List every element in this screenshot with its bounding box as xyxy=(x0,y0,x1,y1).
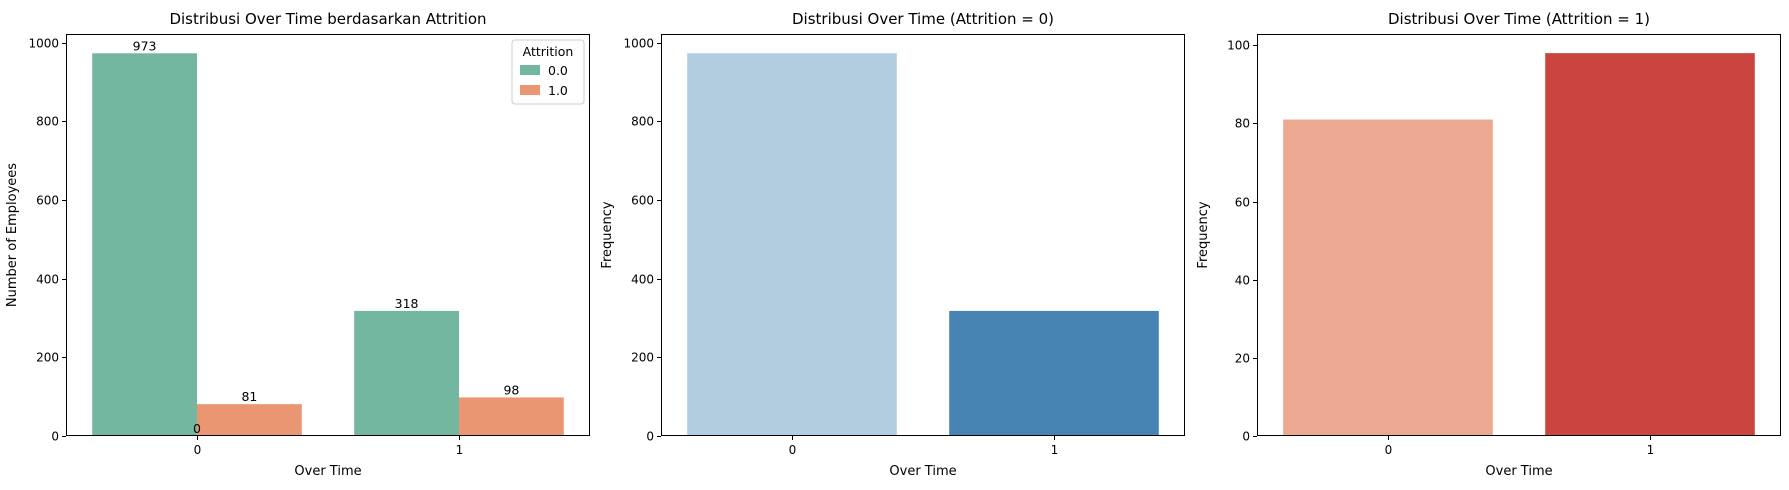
bar-0-0-0 xyxy=(92,53,197,436)
y-tick-label: 400 xyxy=(631,273,654,287)
y-tick-label: 800 xyxy=(36,115,59,129)
y-tick-label: 1000 xyxy=(623,37,654,51)
legend: Attrition 0.0 1.0 xyxy=(511,39,585,105)
y-tick-label: 40 xyxy=(1235,274,1250,288)
x-axis-label: Over Time xyxy=(889,464,956,479)
y-tick-label: 800 xyxy=(631,115,654,129)
y-axis-label: Frequency xyxy=(1196,201,1211,268)
data-label: 81 xyxy=(241,389,257,404)
x-axis-label: Over Time xyxy=(1485,464,1552,479)
bar-1 xyxy=(949,310,1159,436)
y-tick-label: 600 xyxy=(36,194,59,208)
data-label: 98 xyxy=(503,382,519,397)
chart-title: Distribusi Over Time (Attrition = 0) xyxy=(792,10,1054,28)
y-tick-label: 0 xyxy=(51,430,59,444)
chart-panel-2: 0 200 400 600 800 1000 0 1 Distribusi Over Time … xyxy=(600,10,1185,479)
y-tick-label: 600 xyxy=(631,194,654,208)
bar-1-0-0 xyxy=(197,404,302,436)
bar-0-0-1 xyxy=(354,310,459,436)
y-tick-label: 200 xyxy=(36,351,59,365)
legend-label: 0.0 xyxy=(548,63,568,78)
bar-1-0-1 xyxy=(459,397,564,436)
chart-title: Distribusi Over Time (Attrition = 1) xyxy=(1388,10,1650,28)
y-tick-label: 80 xyxy=(1235,117,1250,131)
x-axis-label: Over Time xyxy=(294,464,361,479)
legend-title: Attrition xyxy=(523,44,574,59)
y-tick-label: 60 xyxy=(1235,196,1250,210)
y-tick-label: 400 xyxy=(36,273,59,287)
legend-swatch xyxy=(520,65,540,75)
data-label: 318 xyxy=(395,296,419,311)
y-tick-label: 100 xyxy=(1227,39,1250,53)
y-tick-label: 0 xyxy=(646,430,654,444)
data-label: 973 xyxy=(133,38,157,53)
y-axis-label: Frequency xyxy=(600,201,615,268)
data-label: 0 xyxy=(193,421,201,436)
bar-1 xyxy=(1545,53,1755,437)
chart-title: Distribusi Over Time berdasarkan Attriti… xyxy=(169,10,486,28)
x-tick-label: 1 xyxy=(456,443,464,457)
x-tick-label: 0 xyxy=(1385,443,1393,457)
x-tick-label: 0 xyxy=(789,443,797,457)
chart-panel-1: 973 81 318 98 0 0 200 400 600 800 1000 0 1 Distribusi… xyxy=(5,10,590,479)
y-tick-label: 0 xyxy=(1242,430,1250,444)
x-tick-label: 1 xyxy=(1051,443,1059,457)
legend-label: 1.0 xyxy=(548,83,568,98)
x-tick-label: 1 xyxy=(1647,443,1655,457)
bar-0 xyxy=(687,53,897,436)
plot-frame xyxy=(661,34,1185,436)
plot-frame xyxy=(66,34,590,436)
chart-panel-3: 0 20 40 60 80 100 0 1 Distribusi Over Time (Attr… xyxy=(1196,10,1781,479)
bar-0 xyxy=(1283,119,1493,436)
legend-swatch xyxy=(520,85,540,95)
x-tick-label: 0 xyxy=(194,443,202,457)
y-axis-label: Number of Employees xyxy=(5,163,20,307)
y-tick-label: 1000 xyxy=(28,37,59,51)
y-tick-label: 200 xyxy=(631,351,654,365)
plot-frame xyxy=(1257,34,1781,436)
y-tick-label: 20 xyxy=(1235,352,1250,366)
